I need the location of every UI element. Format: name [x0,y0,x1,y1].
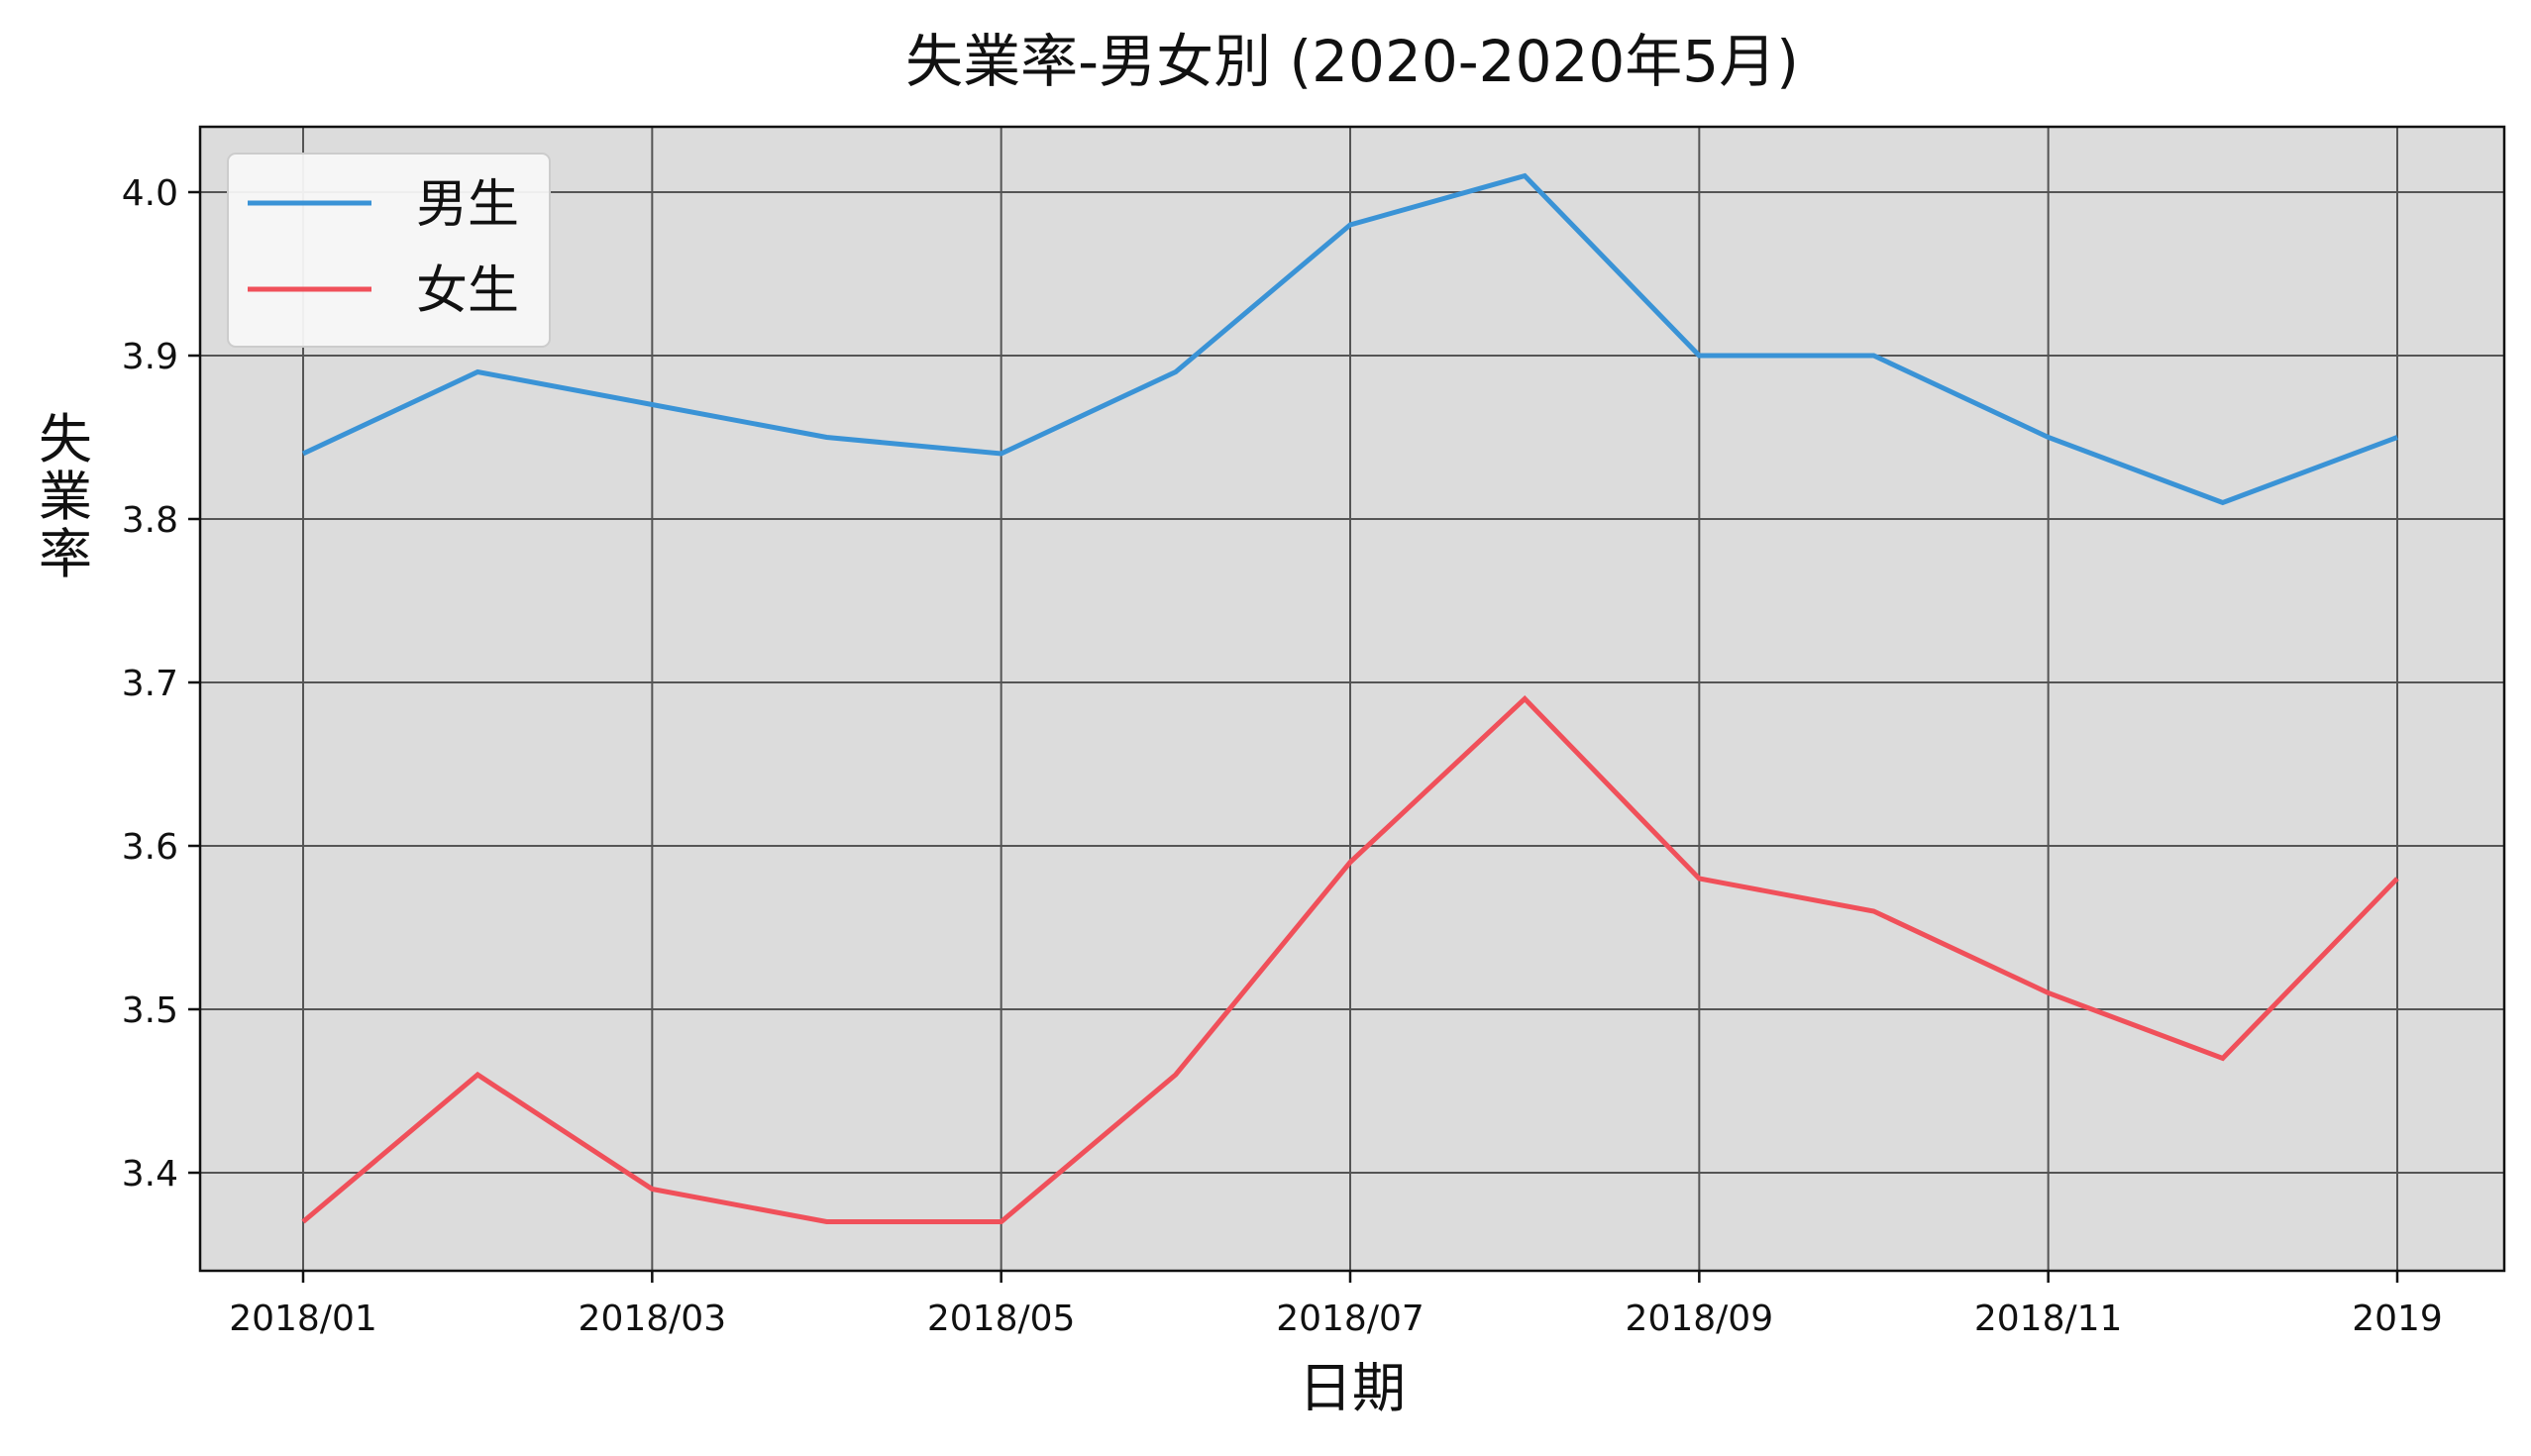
x-tick-label: 2018/07 [1276,1299,1424,1339]
legend-label-female: 女生 [416,261,519,321]
plot-frame [198,125,2506,1273]
x-tick-label: 2019 [2352,1299,2443,1339]
x-tick-label: 2018/05 [927,1299,1076,1339]
y-axis-label-char: 業 [39,466,92,528]
x-tick-label: 2018/09 [1626,1299,1774,1339]
y-tick-label: 3.4 [122,1154,178,1195]
x-axis-label: 日期 [1299,1357,1406,1419]
series-line-male [301,172,2398,506]
x-tick-label: 2018/11 [1974,1299,2123,1339]
x-axis-ticks: 2018/01 2018/03 2018/05 2018/07 2018/09 2018/… [229,1271,2443,1339]
y-tick-label: 3.6 [122,827,178,868]
legend: 男生 女生 [227,153,551,348]
plot-area [200,127,2504,1271]
chart-title: 失業率-男女別 (2020-2020年5月) [905,28,1799,95]
series-line-female [301,694,2399,1224]
y-tick-label: 3.8 [122,500,178,541]
legend-label-male: 男生 [416,175,519,235]
y-gridlines [200,191,2504,1174]
y-tick-label: 4.0 [122,173,178,214]
x-tick-label: 2018/01 [229,1299,377,1339]
y-axis-label: 失業率 [39,408,92,585]
y-tick-label: 3.7 [122,664,178,704]
y-tick-label: 3.5 [122,990,178,1031]
y-axis-label-char: 失 [39,408,92,470]
series-layer [301,172,2399,1224]
x-tick-label: 2018/03 [579,1299,727,1339]
y-tick-label: 3.9 [122,337,178,377]
y-axis-ticks: 3.4 3.5 3.6 3.7 3.8 3.9 4.0 [122,173,200,1195]
y-axis-label-char: 率 [39,523,92,585]
